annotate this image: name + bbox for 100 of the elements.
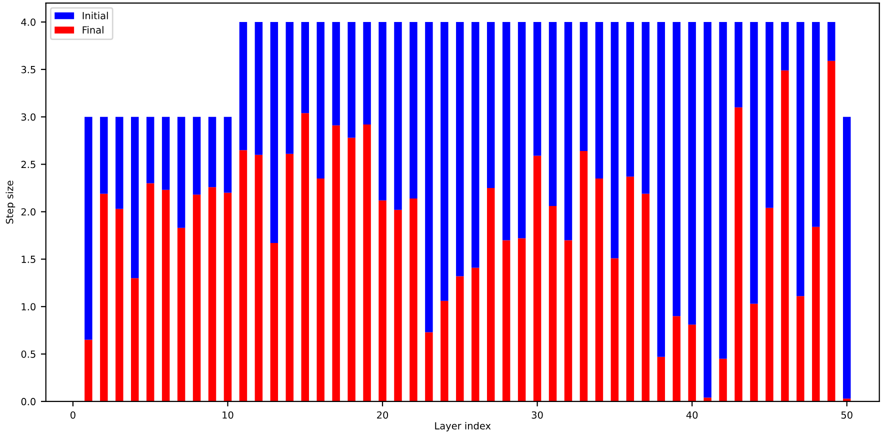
bar [580, 22, 588, 152]
bar [84, 116, 92, 340]
y-tick-label: 3.5 [21, 66, 36, 74]
bar [425, 332, 433, 402]
bar [116, 116, 124, 209]
y-tick-label: 1.5 [22, 256, 36, 263]
x-tick-label: 10 [222, 411, 234, 419]
bar [642, 22, 650, 194]
bar [719, 22, 727, 359]
bar [796, 296, 804, 402]
bar [626, 176, 634, 402]
bar [332, 22, 340, 126]
bar [270, 243, 278, 402]
bar [828, 22, 836, 61]
bar [672, 22, 680, 316]
y-tick-label: 0.5 [21, 350, 36, 358]
bar [177, 228, 186, 402]
bar [842, 116, 851, 399]
bar [657, 22, 665, 357]
bar [394, 210, 402, 402]
bar [610, 22, 619, 258]
bar [316, 22, 324, 179]
bar [812, 226, 820, 402]
bar [750, 22, 758, 304]
y-tick-label: 0.0 [21, 398, 36, 406]
bar [564, 240, 572, 402]
bar [518, 238, 526, 402]
bar [548, 22, 557, 206]
bar [363, 22, 371, 124]
x-tick-label: 40 [686, 411, 698, 419]
bar [766, 208, 774, 402]
bar [286, 154, 294, 402]
bar [130, 278, 139, 402]
bar [100, 194, 108, 402]
bar [626, 22, 634, 177]
bar [84, 340, 92, 402]
x-tick-label: 0 [70, 411, 76, 419]
bar [116, 208, 124, 402]
bar [239, 22, 248, 150]
y-tick-label: 2.5 [21, 160, 36, 168]
bar [208, 187, 216, 402]
bar [192, 194, 201, 402]
bar [548, 206, 557, 402]
bar [301, 22, 309, 114]
bar [440, 300, 448, 402]
bar [100, 116, 108, 194]
bar [456, 276, 464, 402]
bar [472, 268, 480, 402]
x-tick-label: 20 [377, 411, 388, 419]
bar [162, 190, 170, 402]
bar [766, 22, 774, 208]
bar [595, 22, 604, 179]
bar [595, 178, 604, 402]
bar [410, 198, 418, 402]
legend-label: Initial [82, 12, 108, 20]
x-axis-title: Layer index [435, 422, 491, 432]
bar [270, 22, 278, 244]
bar [734, 22, 742, 108]
bar [657, 356, 665, 402]
bar [378, 22, 386, 200]
bar [224, 116, 232, 193]
bar [363, 124, 371, 402]
bar [828, 60, 836, 402]
y-tick-label: 2.0 [21, 208, 36, 216]
bar [734, 107, 742, 402]
bar [502, 22, 510, 240]
bar [719, 358, 727, 402]
bar [146, 183, 154, 402]
bar [394, 22, 402, 210]
bar [518, 22, 526, 238]
bar [348, 22, 356, 138]
bar [378, 200, 386, 402]
bar [146, 116, 154, 184]
bar [208, 116, 216, 188]
bar [301, 113, 309, 402]
y-tick-label: 3.0 [21, 113, 36, 121]
bar [177, 116, 186, 228]
bar [192, 116, 201, 195]
bar [750, 304, 758, 402]
bar [533, 22, 542, 156]
bar [642, 194, 650, 402]
bar [704, 22, 712, 398]
bar [781, 70, 789, 402]
bar [812, 22, 820, 227]
bar [130, 116, 139, 278]
bar [316, 178, 324, 402]
bar [704, 398, 712, 402]
bar [440, 22, 448, 301]
bar [564, 22, 572, 240]
bar [688, 324, 696, 402]
x-tick-label: 50 [841, 411, 852, 419]
bar [254, 154, 263, 402]
bar [162, 116, 170, 190]
y-tick-label: 1.0 [22, 303, 36, 310]
bar [688, 22, 696, 325]
x-tick-label: 30 [532, 411, 543, 419]
bar [224, 192, 232, 402]
bar [533, 156, 542, 402]
bar [254, 22, 263, 155]
bar [456, 22, 464, 276]
